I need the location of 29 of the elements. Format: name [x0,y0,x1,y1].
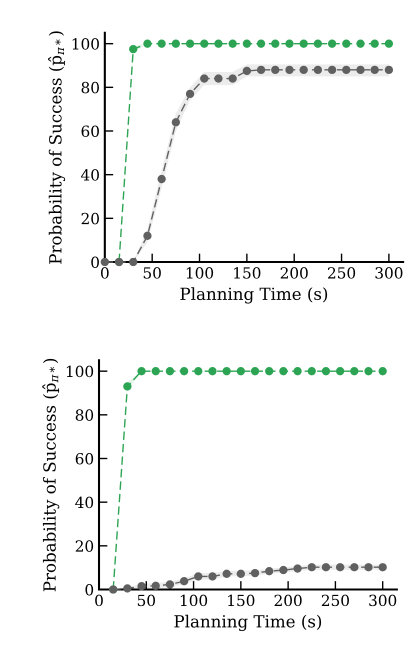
y-tick-label: 60 [76,452,94,465]
y-tick-label: 100 [66,366,94,378]
x-tick-label: 200 [274,594,302,606]
y-tick-label: 0 [91,256,99,268]
x-tick-label: 150 [228,594,254,606]
x-axis-title: Planning Time (s) [174,614,322,632]
x-tick-label: 300 [369,594,396,606]
y-tick-label: 0 [85,584,94,596]
x-tick-label: 300 [375,267,402,279]
y-tick-label: 20 [82,212,99,224]
y-tick-label: 20 [76,540,94,552]
x-tick-label: 200 [280,267,308,279]
y-tick-label: 80 [76,409,94,421]
y-axis-title: Probability of Success (p̂$_{π*}$) [42,358,60,592]
x-tick-label: 250 [322,594,349,606]
y-tick-label: 100 [72,38,99,50]
y-tick-label: 40 [75,496,94,508]
x-tick-label: 100 [186,267,214,279]
x-axis-title: Planning Time (s) [180,287,328,304]
x-tick-label: 0 [100,267,109,279]
x-tick-label: 50 [144,267,161,279]
x-tick-label: 50 [138,594,155,606]
y-tick-label: 60 [82,125,99,138]
y-axis-title: Probability of Success (p̂$_{π*}$) [48,31,66,264]
x-tick-label: 100 [180,594,208,606]
y-tick-label: 80 [82,82,99,94]
x-tick-label: 250 [328,267,356,279]
x-tick-label: 150 [234,267,260,279]
y-tick-label: 40 [81,169,99,181]
